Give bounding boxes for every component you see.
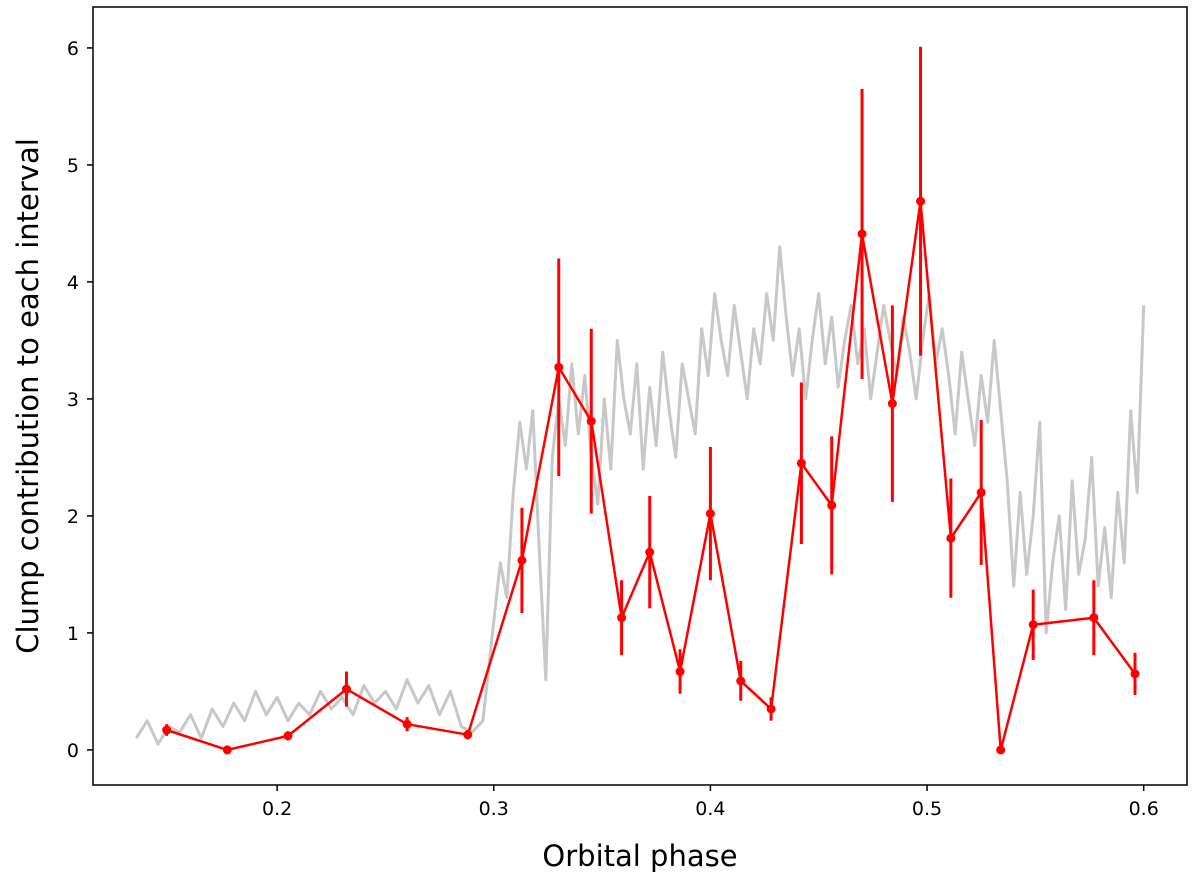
x-tick-label: 0.4 <box>695 798 725 820</box>
x-tick-label: 0.5 <box>912 798 942 820</box>
y-tick-label: 4 <box>67 272 79 294</box>
data-point <box>827 500 837 510</box>
data-point <box>675 667 685 677</box>
data-point <box>887 399 897 409</box>
clump-marker-layer <box>162 196 1140 755</box>
y-tick-label: 2 <box>67 506 79 528</box>
y-tick-label: 6 <box>67 38 79 60</box>
data-point <box>857 229 867 239</box>
y-tick-label: 0 <box>67 740 79 762</box>
background-light-curve <box>135 245 1146 746</box>
data-point <box>736 676 746 686</box>
data-point <box>222 745 232 755</box>
data-point <box>1028 620 1038 630</box>
x-tick-label: 0.6 <box>1129 798 1159 820</box>
y-tick-label: 1 <box>67 623 79 645</box>
data-point <box>705 509 715 519</box>
data-point <box>617 613 627 623</box>
x-tick-label: 0.2 <box>262 798 292 820</box>
data-point <box>946 533 956 543</box>
y-axis-ticks: 0 1 2 3 4 5 6 <box>67 38 93 762</box>
data-point <box>796 458 806 468</box>
data-point <box>976 488 986 498</box>
data-point <box>1130 669 1140 679</box>
y-tick-label: 3 <box>67 389 79 411</box>
data-point <box>283 731 293 741</box>
x-tick-label: 0.3 <box>479 798 509 820</box>
data-point <box>586 416 596 426</box>
data-point <box>162 725 172 735</box>
x-axis-ticks: 0.2 0.3 0.4 0.5 0.6 <box>262 785 1159 820</box>
plot-frame <box>92 6 1188 786</box>
data-point <box>517 555 527 565</box>
y-tick-label: 5 <box>67 155 79 177</box>
data-point <box>766 704 776 714</box>
data-point <box>916 196 926 206</box>
clump-line-layer <box>166 199 1137 752</box>
data-point <box>554 362 564 372</box>
data-point <box>341 684 351 694</box>
y-axis-title: Clump contribution to each interval <box>11 138 45 654</box>
clump-contribution-line <box>166 199 1137 752</box>
data-point <box>996 745 1006 755</box>
data-point <box>645 547 655 557</box>
data-point <box>463 730 473 740</box>
x-axis-title: Orbital phase <box>542 839 737 873</box>
background-light-curve-layer <box>135 245 1146 746</box>
data-point <box>402 719 412 729</box>
data-point <box>1089 613 1099 623</box>
